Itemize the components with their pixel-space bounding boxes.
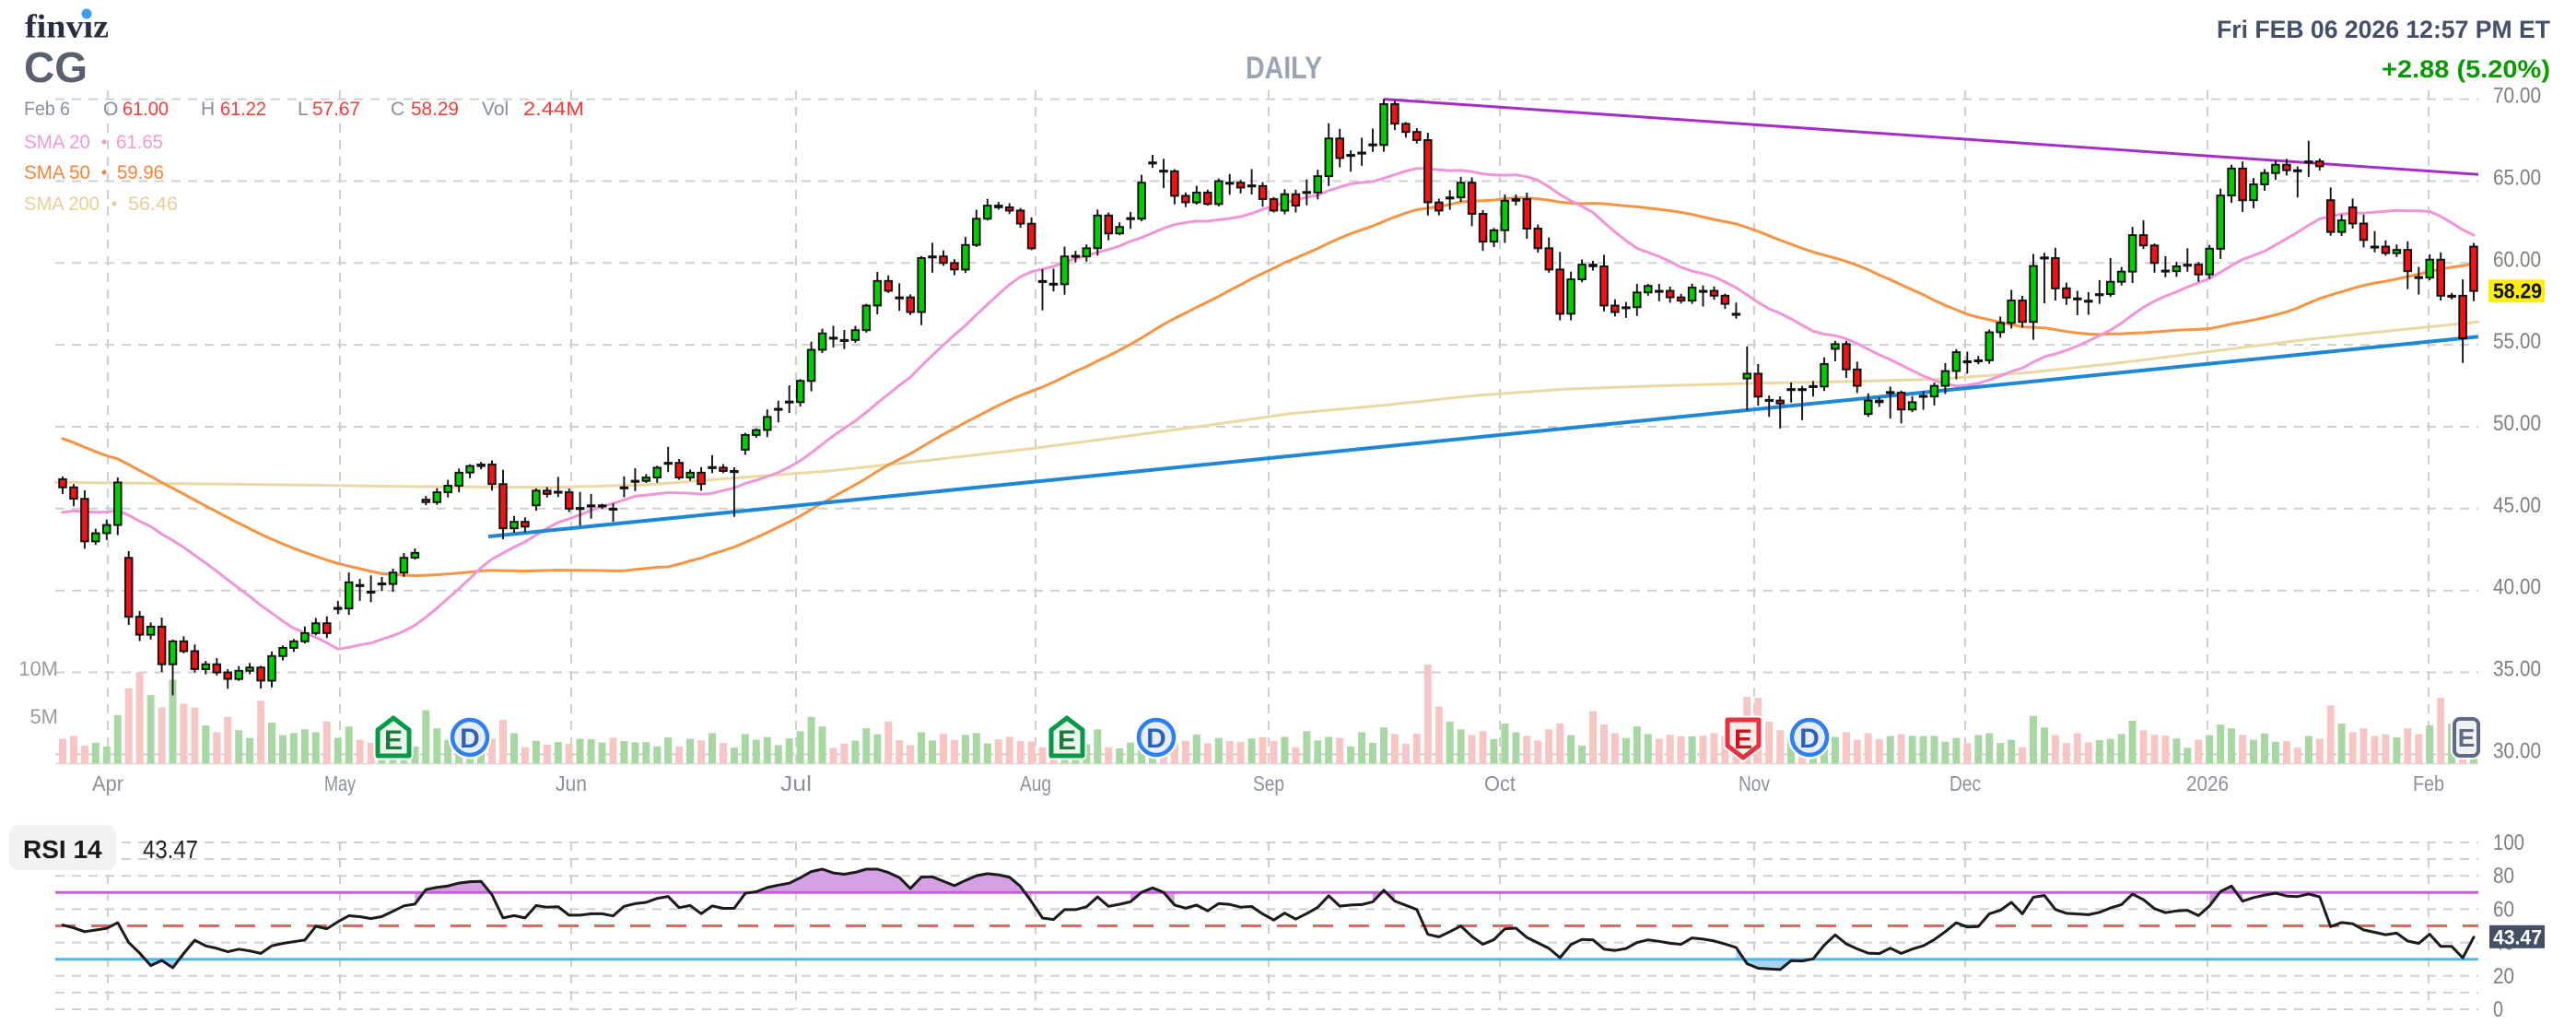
svg-text:SMA 20: SMA 20 — [24, 132, 90, 153]
svg-text:Feb: Feb — [2413, 771, 2444, 795]
svg-text:5M: 5M — [29, 705, 58, 728]
svg-text:Jun: Jun — [556, 771, 587, 795]
svg-text:SMA 50: SMA 50 — [24, 162, 90, 183]
svg-text:finvız: finvız — [25, 8, 109, 45]
svg-text:0: 0 — [2493, 997, 2503, 1022]
svg-text:CG: CG — [24, 43, 88, 91]
svg-text:DAILY: DAILY — [1246, 51, 1322, 86]
svg-text:Vol: Vol — [482, 99, 509, 120]
svg-text:45.00: 45.00 — [2493, 493, 2541, 518]
svg-text:Aug: Aug — [1020, 771, 1051, 795]
svg-text:56.46: 56.46 — [128, 194, 178, 215]
svg-text:58.29: 58.29 — [2493, 279, 2542, 303]
svg-text:Sep: Sep — [1253, 771, 1284, 795]
svg-text:58.29: 58.29 — [411, 99, 459, 120]
svg-text:20: 20 — [2493, 964, 2514, 989]
svg-text:2026: 2026 — [2186, 771, 2229, 795]
svg-text:43.47: 43.47 — [2493, 925, 2542, 948]
svg-text:55.00: 55.00 — [2493, 329, 2541, 354]
svg-text:43.47: 43.47 — [143, 835, 198, 864]
svg-text:RSI 14: RSI 14 — [23, 835, 102, 864]
svg-text:O: O — [103, 99, 118, 120]
svg-text:E: E — [2458, 724, 2476, 752]
svg-text:D: D — [1146, 724, 1166, 754]
svg-text:H: H — [201, 99, 215, 120]
svg-text:+2.88 (5.20%): +2.88 (5.20%) — [2382, 55, 2550, 83]
svg-text:Nov: Nov — [1739, 771, 1770, 795]
svg-text:Dec: Dec — [1950, 771, 1981, 795]
svg-text:D: D — [1799, 724, 1820, 754]
svg-text:60.00: 60.00 — [2493, 247, 2541, 272]
svg-text:60: 60 — [2493, 897, 2514, 922]
svg-text:Fri FEB 06 2026 12:57 PM ET: Fri FEB 06 2026 12:57 PM ET — [2217, 16, 2550, 43]
svg-text:E: E — [1734, 724, 1752, 755]
svg-text:SMA 200: SMA 200 — [24, 194, 100, 215]
svg-text:D: D — [460, 724, 480, 754]
svg-text:50.00: 50.00 — [2493, 411, 2541, 436]
svg-text:70.00: 70.00 — [2493, 84, 2541, 109]
svg-text:80: 80 — [2493, 864, 2514, 889]
svg-text:Apr: Apr — [92, 771, 123, 795]
svg-text:Jul: Jul — [780, 771, 812, 795]
svg-text:65.00: 65.00 — [2493, 166, 2541, 191]
svg-text:61.00: 61.00 — [123, 99, 169, 120]
svg-text:2.44M: 2.44M — [523, 99, 584, 120]
svg-text:May: May — [324, 771, 356, 795]
svg-text:Feb 6: Feb 6 — [24, 99, 70, 120]
svg-text:35.00: 35.00 — [2493, 657, 2541, 682]
svg-text:61.22: 61.22 — [220, 99, 266, 120]
svg-text:10M: 10M — [18, 657, 58, 680]
svg-text:E: E — [1058, 725, 1076, 756]
svg-text:59.96: 59.96 — [117, 162, 164, 183]
svg-text:L: L — [298, 99, 309, 120]
svg-text:61.65: 61.65 — [116, 132, 163, 153]
svg-text:30.00: 30.00 — [2493, 738, 2541, 763]
svg-text:C: C — [391, 99, 404, 120]
svg-text:E: E — [384, 725, 403, 756]
svg-text:57.67: 57.67 — [312, 99, 360, 120]
svg-text:100: 100 — [2493, 830, 2524, 855]
svg-text:Oct: Oct — [1484, 771, 1516, 795]
svg-text:40.00: 40.00 — [2493, 575, 2541, 600]
